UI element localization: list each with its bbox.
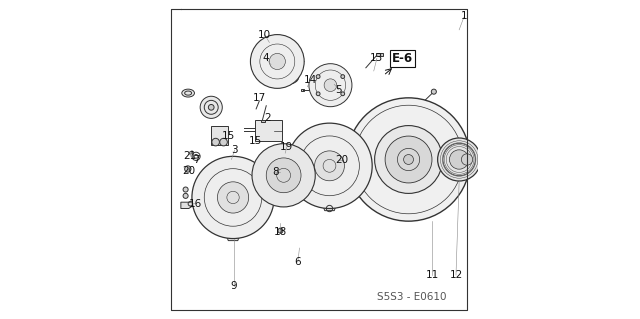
Text: 4: 4 (263, 53, 269, 63)
Polygon shape (317, 88, 319, 92)
Circle shape (287, 123, 372, 209)
Text: 20: 20 (335, 154, 349, 165)
Text: 20: 20 (182, 166, 195, 175)
Text: 17: 17 (253, 93, 266, 103)
Circle shape (278, 228, 283, 233)
Bar (262, 120, 265, 122)
Text: 21: 21 (184, 151, 197, 161)
Bar (376, 53, 383, 56)
Circle shape (266, 158, 301, 193)
Text: 14: 14 (304, 76, 317, 85)
Circle shape (269, 53, 285, 70)
Circle shape (341, 92, 344, 96)
Text: 7: 7 (193, 154, 199, 165)
Text: 15: 15 (221, 131, 235, 141)
Circle shape (341, 75, 344, 78)
Circle shape (449, 150, 469, 169)
Text: 12: 12 (449, 270, 463, 280)
Bar (255, 120, 282, 141)
Circle shape (185, 166, 191, 172)
Circle shape (431, 89, 436, 94)
Text: S5S3 - E0610: S5S3 - E0610 (377, 292, 447, 302)
Circle shape (209, 105, 214, 110)
Polygon shape (189, 151, 192, 154)
Text: 19: 19 (280, 142, 293, 152)
Ellipse shape (275, 70, 299, 85)
Circle shape (316, 92, 320, 96)
Circle shape (283, 73, 291, 81)
Text: 5: 5 (335, 85, 342, 95)
Bar (301, 89, 304, 91)
Circle shape (252, 144, 316, 207)
Text: 15: 15 (248, 136, 262, 145)
Circle shape (220, 138, 227, 146)
Text: 1: 1 (461, 11, 467, 21)
Circle shape (250, 34, 304, 88)
Text: 13: 13 (371, 53, 383, 63)
Circle shape (218, 182, 249, 213)
Circle shape (183, 187, 188, 192)
Circle shape (192, 156, 274, 239)
Circle shape (438, 138, 481, 181)
Text: 8: 8 (272, 167, 278, 177)
Text: 2: 2 (264, 113, 271, 123)
Circle shape (385, 136, 432, 183)
Circle shape (374, 126, 442, 193)
Text: 6: 6 (294, 257, 301, 267)
Polygon shape (321, 202, 337, 211)
Text: 16: 16 (188, 199, 202, 209)
Polygon shape (390, 206, 428, 215)
Bar (211, 126, 228, 145)
Circle shape (404, 155, 413, 164)
Polygon shape (225, 232, 241, 241)
Circle shape (316, 75, 320, 78)
Ellipse shape (182, 89, 195, 97)
Circle shape (314, 151, 344, 181)
Text: 3: 3 (231, 145, 238, 155)
Circle shape (324, 79, 337, 92)
Text: 10: 10 (258, 30, 271, 40)
Circle shape (183, 193, 188, 198)
Polygon shape (181, 202, 193, 209)
Text: 18: 18 (274, 227, 287, 237)
Text: E-6: E-6 (392, 52, 413, 65)
Circle shape (461, 154, 473, 165)
Circle shape (200, 96, 222, 118)
Text: 9: 9 (230, 281, 237, 291)
Circle shape (212, 138, 220, 146)
Text: 11: 11 (426, 270, 439, 280)
Circle shape (309, 64, 352, 107)
Circle shape (347, 98, 470, 221)
